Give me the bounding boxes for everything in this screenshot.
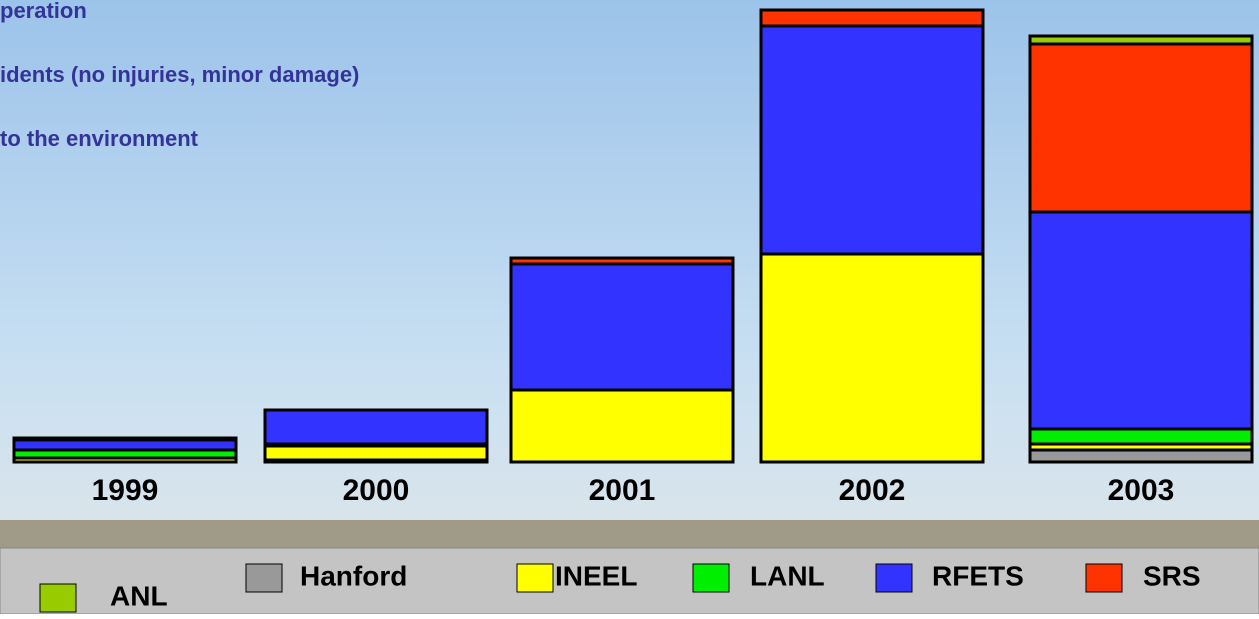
bar-segment: [1030, 450, 1252, 462]
legend-swatch: [693, 564, 729, 592]
x-tick-label: 2001: [589, 474, 656, 507]
legend-label: INEEL: [555, 560, 637, 591]
annotation: idents (no injuries, minor damage): [0, 62, 359, 87]
legend-swatch: [876, 564, 912, 592]
bar-segment: [265, 446, 487, 460]
x-tick-label: 2003: [1108, 474, 1175, 507]
bar-segment: [1030, 212, 1252, 429]
legend-swatch: [1086, 564, 1122, 592]
legend-label: Hanford: [300, 560, 407, 591]
chart: peration idents (no injuries, minor damag…: [0, 0, 1259, 614]
page: peration idents (no injuries, minor damag…: [0, 0, 1259, 619]
legend-label: SRS: [1143, 560, 1201, 591]
x-tick-label: 2002: [839, 474, 906, 507]
bar-segment: [511, 390, 733, 462]
legend-swatch: [246, 564, 282, 592]
x-tick-label: 2000: [343, 474, 410, 507]
bar-segment: [1030, 36, 1252, 44]
x-tick-label: 1999: [92, 474, 159, 507]
legend-label: RFETS: [932, 560, 1024, 591]
bar-segment: [761, 254, 983, 462]
ground: [0, 520, 1259, 550]
bar-segment: [511, 258, 733, 264]
bar-segment: [1030, 429, 1252, 444]
bar-segment: [761, 10, 983, 26]
bar-segment: [14, 438, 236, 440]
annotation: to the environment: [0, 126, 199, 151]
bar-segment: [1030, 44, 1252, 212]
legend-swatch: [517, 564, 553, 592]
bar-segment: [761, 26, 983, 254]
legend-label: ANL: [110, 580, 168, 611]
bar-segment: [511, 264, 733, 390]
legend-swatch: [40, 584, 76, 612]
bar-segment: [265, 410, 487, 444]
annotation: peration: [0, 0, 87, 23]
legend-label: LANL: [750, 560, 825, 591]
